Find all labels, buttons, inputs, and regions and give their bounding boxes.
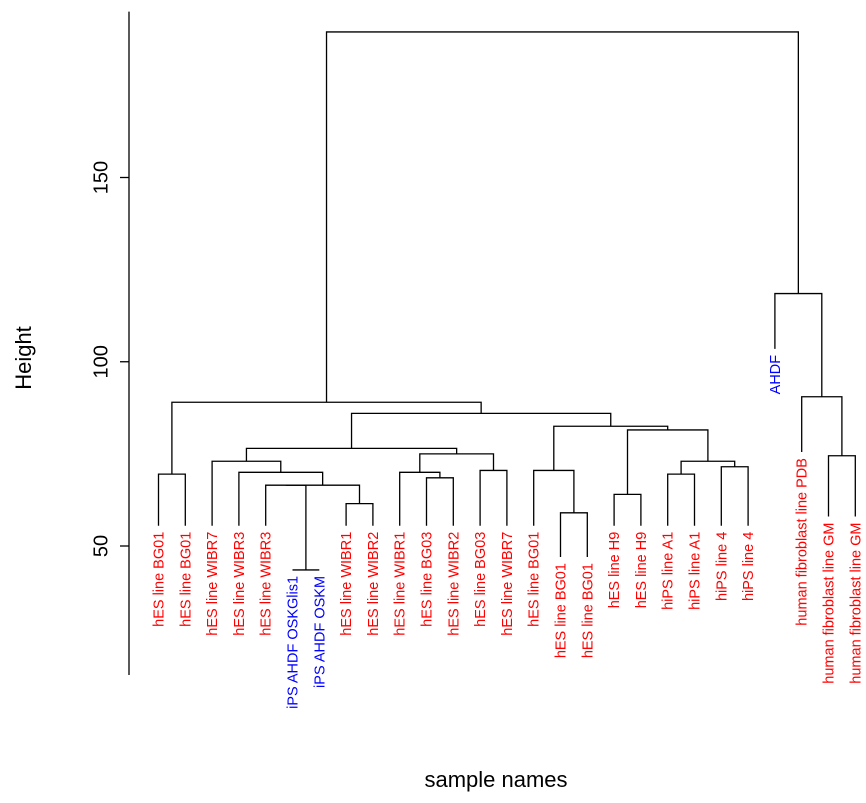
dendrogram-branches <box>157 31 856 571</box>
dendrogram-branch <box>667 473 696 526</box>
leaf-label: human fibroblast line PDB <box>795 458 811 626</box>
y-tick-label: 100 <box>90 345 112 378</box>
leaf-label: human fibroblast line GM <box>822 523 838 684</box>
leaf-label: hES line WIBR3 <box>232 532 248 636</box>
leaf-label: hES line WIBR7 <box>205 532 221 636</box>
leaf-label: hES line WIBR1 <box>339 532 355 636</box>
dendrogram-branch <box>613 493 642 526</box>
leaf-label: hiPS line 4 <box>741 532 757 601</box>
leaf-label: hES line WIBR3 <box>259 532 275 636</box>
y-axis-label: Height <box>11 326 36 390</box>
dendrogram-branch <box>479 469 508 526</box>
leaf-label: hES line WIBR2 <box>366 532 382 636</box>
leaf-label: hES line BG03 <box>473 532 489 627</box>
leaf-label: hiPS line 4 <box>714 532 730 601</box>
dendrogram-branch <box>559 512 588 558</box>
dendrogram-branch <box>680 460 736 475</box>
x-axis-label: sample names <box>424 767 567 792</box>
dendrogram-branch <box>425 477 454 526</box>
y-tick-label: 50 <box>90 535 112 557</box>
leaf-label: iPS AHDF OSKGlis1 <box>286 576 302 709</box>
leaf-label: human fibroblast line GM <box>848 523 864 684</box>
dendrogram-branch <box>157 473 186 526</box>
leaf-label: hES line WIBR1 <box>393 532 409 636</box>
dendrogram-branch <box>553 425 669 471</box>
dendrogram-branch <box>774 292 823 397</box>
dendrogram-branch <box>285 484 361 504</box>
leaf-label: AHDF <box>768 355 784 395</box>
leaf-label: hES line WIBR2 <box>446 532 462 636</box>
dendrogram-branch <box>238 471 324 526</box>
leaf-label: hES line H9 <box>634 532 650 609</box>
dendrogram-branch <box>211 460 282 526</box>
dendrogram-branch <box>533 469 575 526</box>
y-axis: 50 100 150 <box>90 11 130 675</box>
leaf-label: hES line BG01 <box>554 563 570 658</box>
leaf-label: hES line BG01 <box>527 532 543 627</box>
dendrogram-branch <box>350 412 612 449</box>
leaf-label: hiPS line A1 <box>688 532 704 610</box>
dendrogram-branch <box>720 466 749 526</box>
leaf-label: iPS AHDF OSKM <box>312 576 328 688</box>
leaf-labels: hES line BG01 hES line BG01 hES line WIBR7… <box>152 355 865 709</box>
leaf-label: hiPS line A1 <box>661 532 677 610</box>
leaf-label: hES line BG01 <box>178 532 194 627</box>
dendrogram-branch <box>801 396 843 456</box>
leaf-label: hES line WIBR7 <box>500 532 516 636</box>
leaf-label: hES line BG01 <box>580 563 596 658</box>
dendrogram-branch <box>399 471 441 526</box>
dendrogram-branch <box>325 31 799 403</box>
dendrogram-branch <box>345 502 374 526</box>
dendrogram-branch <box>245 447 458 462</box>
dendrogram-branch <box>827 455 856 517</box>
leaf-label: hES line H9 <box>607 532 623 609</box>
leaf-label: hES line BG01 <box>152 532 168 627</box>
y-tick-label: 150 <box>90 161 112 194</box>
dendrogram-branch <box>419 453 495 473</box>
leaf-label: hES line BG03 <box>420 532 436 627</box>
